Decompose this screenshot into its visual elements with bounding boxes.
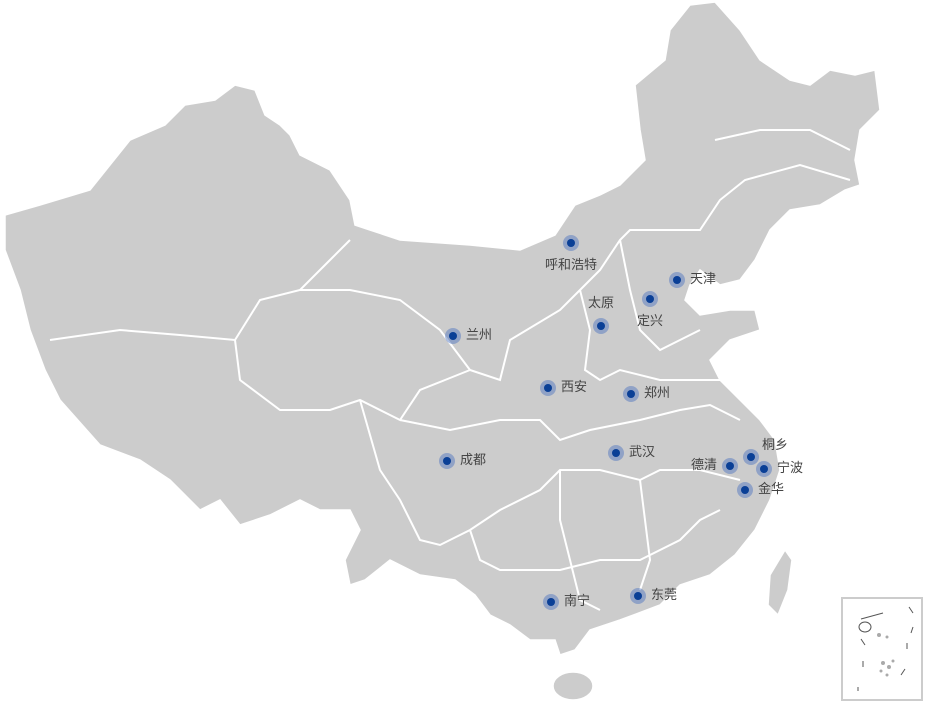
city-label-taiyuan: 太原	[588, 296, 615, 311]
hainan[interactable]	[552, 671, 594, 701]
city-marker-ningbo[interactable]	[760, 465, 768, 473]
city-marker-jinhua[interactable]	[741, 486, 749, 494]
city-label-deqing: 德清	[691, 458, 718, 473]
city-marker-nanning[interactable]	[547, 598, 555, 606]
city-marker-taiyuan[interactable]	[597, 322, 605, 330]
city-marker-tongxiang[interactable]	[747, 453, 755, 461]
city-label-dongguan: 东莞	[651, 588, 678, 603]
city-marker-wuhan[interactable]	[612, 449, 620, 457]
city-marker-dongguan[interactable]	[634, 592, 642, 600]
province-borders	[49, 129, 851, 611]
city-marker-chengdu[interactable]	[443, 457, 451, 465]
city-marker-dingxing[interactable]	[646, 295, 654, 303]
city-marker-lanzhou[interactable]	[449, 332, 457, 340]
city-label-jinhua: 金华	[758, 482, 785, 497]
city-label-ningbo: 宁波	[777, 461, 804, 476]
south-china-sea-inset[interactable]	[841, 597, 923, 701]
mainland[interactable]	[4, 1, 881, 656]
south-china-sea-islands	[857, 606, 914, 691]
city-marker-zhengzhou[interactable]	[627, 390, 635, 398]
city-marker-xian[interactable]	[544, 384, 552, 392]
city-label-hohhot: 呼和浩特	[545, 258, 598, 273]
city-label-tongxiang: 桐乡	[762, 438, 789, 453]
city-label-xian: 西安	[561, 380, 588, 395]
city-marker-tianjin[interactable]	[673, 276, 681, 284]
city-marker-hohhot[interactable]	[567, 239, 575, 247]
taiwan[interactable]	[767, 548, 793, 617]
city-label-nanning: 南宁	[564, 594, 591, 609]
city-label-zhengzhou: 郑州	[644, 386, 671, 401]
city-label-tianjin: 天津	[690, 272, 717, 287]
city-label-lanzhou: 兰州	[466, 328, 493, 343]
city-label-wuhan: 武汉	[629, 445, 656, 460]
land	[4, 1, 881, 701]
city-label-dingxing: 定兴	[637, 314, 664, 329]
city-label-chengdu: 成都	[460, 453, 487, 468]
city-marker-deqing[interactable]	[726, 462, 734, 470]
